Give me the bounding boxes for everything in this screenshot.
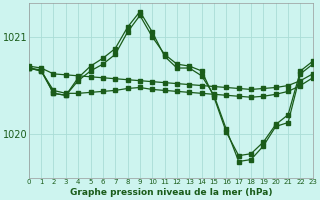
X-axis label: Graphe pression niveau de la mer (hPa): Graphe pression niveau de la mer (hPa) (69, 188, 272, 197)
